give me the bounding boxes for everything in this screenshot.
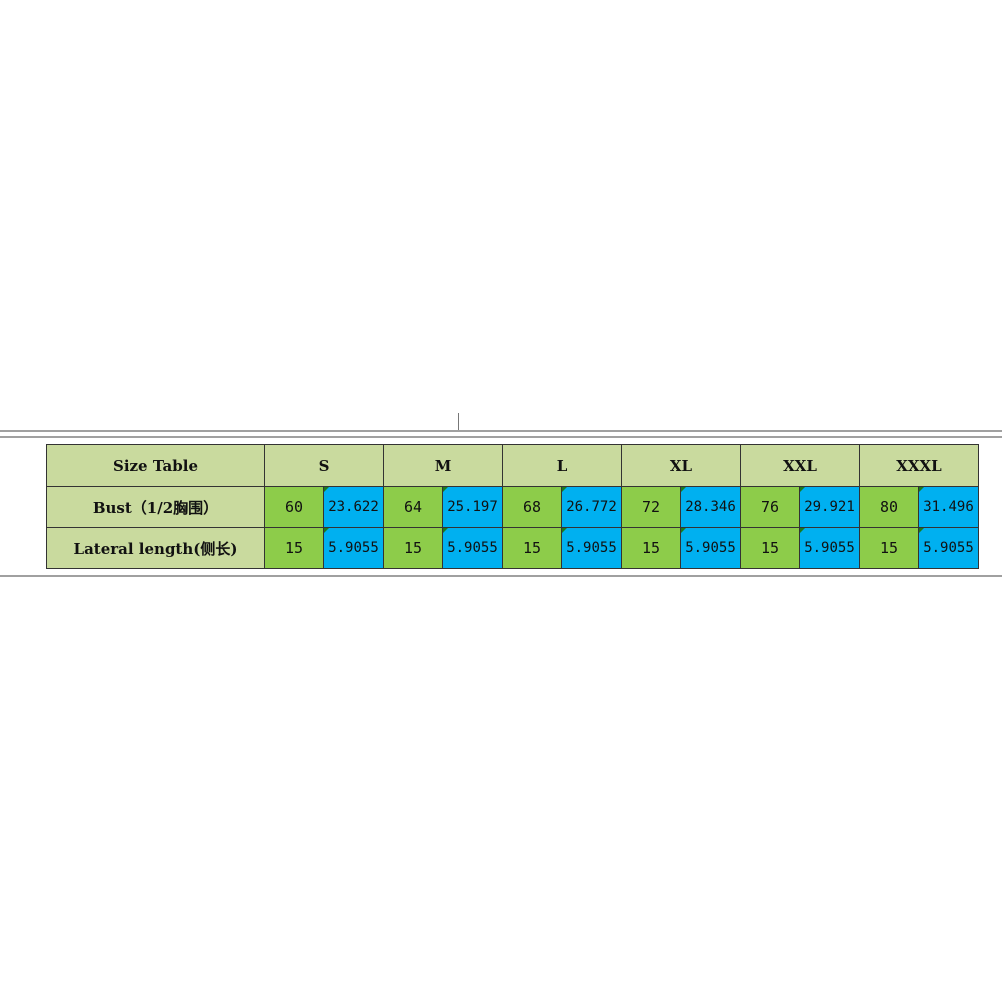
size-header-l: L <box>502 444 622 487</box>
inch-value: 5.9055 <box>918 527 979 569</box>
inch-value: 5.9055 <box>561 527 622 569</box>
size-header-xxxl: XXXL <box>859 444 979 487</box>
size-header-xxl: XXL <box>740 444 860 487</box>
table-title: Size Table <box>46 444 265 487</box>
cm-value: 15 <box>621 527 681 569</box>
cm-value: 68 <box>502 486 562 528</box>
cm-value: 15 <box>264 527 324 569</box>
size-header-xl: XL <box>621 444 741 487</box>
inch-value: 25.197 <box>442 486 503 528</box>
inch-value: 5.9055 <box>680 527 741 569</box>
size-header-m: M <box>383 444 503 487</box>
cm-value: 15 <box>383 527 443 569</box>
size-table: Size Table S M L XL XXL XXXL Bust（1/2胸围） 60 23.62… <box>46 444 979 569</box>
divider-line <box>0 575 1002 577</box>
cursor-mark <box>458 413 459 430</box>
inch-value: 5.9055 <box>323 527 384 569</box>
inch-value: 28.346 <box>680 486 741 528</box>
cm-value: 64 <box>383 486 443 528</box>
cm-value: 15 <box>859 527 919 569</box>
cm-value: 80 <box>859 486 919 528</box>
cm-value: 60 <box>264 486 324 528</box>
table-row: Bust（1/2胸围） 60 23.622 64 25.197 68 26.772 72 28.… <box>46 486 979 528</box>
inch-value: 23.622 <box>323 486 384 528</box>
inch-value: 31.496 <box>918 486 979 528</box>
inch-value: 26.772 <box>561 486 622 528</box>
header-row: Size Table S M L XL XXL XXXL <box>46 444 979 487</box>
inch-value: 5.9055 <box>799 527 860 569</box>
row-label: Lateral length(侧长) <box>46 527 265 569</box>
size-header-s: S <box>264 444 384 487</box>
cm-value: 15 <box>740 527 800 569</box>
table-row: Lateral length(侧长) 15 5.9055 15 5.9055 15 5.90… <box>46 527 979 569</box>
cm-value: 76 <box>740 486 800 528</box>
cm-value: 72 <box>621 486 681 528</box>
inch-value: 5.9055 <box>442 527 503 569</box>
divider-line <box>0 436 1002 438</box>
divider-line <box>0 430 1002 432</box>
inch-value: 29.921 <box>799 486 860 528</box>
row-label: Bust（1/2胸围） <box>46 486 265 528</box>
cm-value: 15 <box>502 527 562 569</box>
